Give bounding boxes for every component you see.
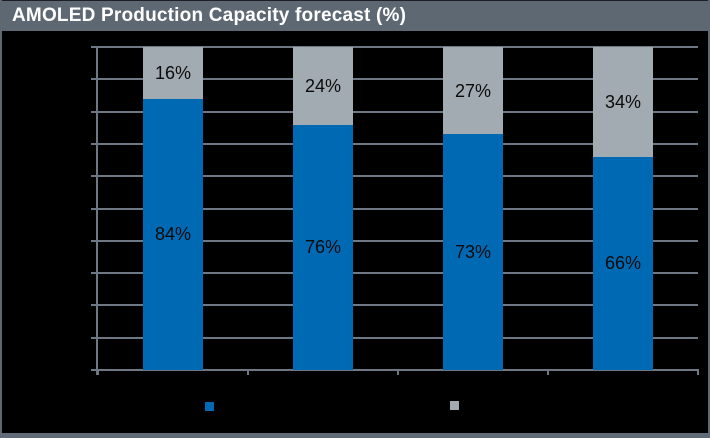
bar-segment-label: 16% — [154, 62, 192, 83]
bar-segment-label: 84% — [154, 224, 192, 245]
x-axis-tick — [247, 369, 249, 375]
frame-border-right — [708, 0, 710, 438]
gridline — [91, 304, 698, 307]
gridline — [91, 142, 698, 145]
bar-segment-label: 24% — [304, 75, 342, 96]
bar-segment-blue: 76% — [293, 124, 353, 370]
frame-border-left — [0, 0, 2, 438]
legend-marker-gray — [450, 401, 459, 410]
x-axis-tick — [697, 369, 699, 375]
gridline — [91, 336, 698, 339]
bar-segment-gray: 16% — [143, 47, 203, 99]
gridline — [91, 110, 698, 113]
gridline — [91, 272, 698, 275]
gridline — [91, 239, 698, 242]
x-axis-line — [91, 369, 698, 371]
chart-title: AMOLED Production Capacity forecast (%) — [12, 5, 407, 26]
bar-segment-gray: 34% — [593, 47, 653, 157]
gridline — [91, 78, 698, 81]
bar-segment-gray: 24% — [293, 47, 353, 125]
x-axis-tick — [547, 369, 549, 375]
legend-marker-blue — [205, 402, 214, 411]
y-axis-line — [96, 47, 98, 375]
frame-border-bottom — [0, 433, 710, 438]
bar-segment-blue: 73% — [443, 134, 503, 370]
bar-segment-label: 76% — [304, 237, 342, 258]
bar-segment-label: 66% — [604, 253, 642, 274]
chart-title-bar: AMOLED Production Capacity forecast (%) — [0, 0, 710, 31]
bar-segment-label: 73% — [454, 242, 492, 263]
bar-segment-label: 34% — [604, 91, 642, 112]
bar-segment-gray: 27% — [443, 47, 503, 135]
gridline — [91, 207, 698, 210]
plot-area: 84% 16% 76% 24% 73% 27% 66% 34% — [91, 46, 699, 375]
x-axis-tick — [397, 369, 399, 375]
bar-segment-blue: 66% — [593, 156, 653, 370]
bar-segment-blue: 84% — [143, 98, 203, 370]
x-axis-tick — [97, 369, 99, 375]
bar-segment-label: 27% — [454, 80, 492, 101]
gridline — [91, 175, 698, 178]
gridline — [91, 46, 698, 48]
